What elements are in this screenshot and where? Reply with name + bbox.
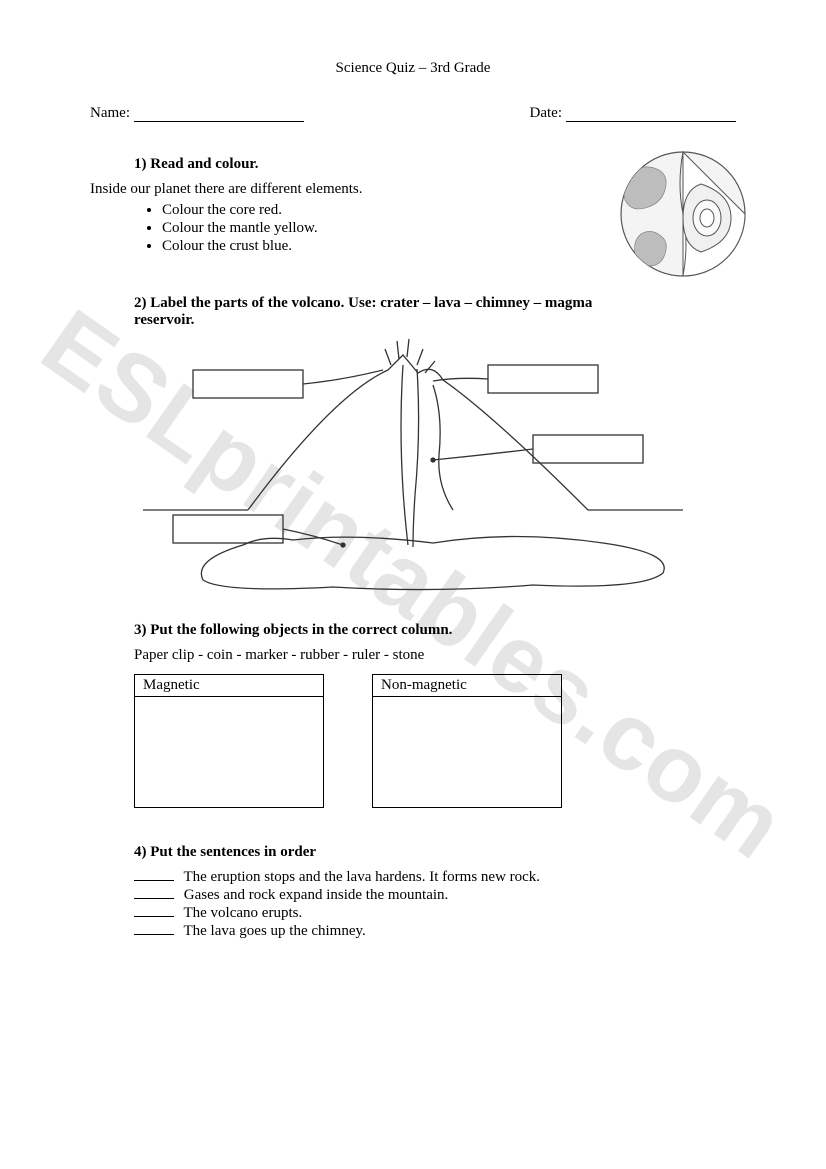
q3-heading: 3) Put the following objects in the corr… — [134, 622, 736, 639]
name-label: Name: — [90, 105, 130, 122]
order-blank[interactable] — [134, 905, 174, 917]
q4-text: The volcano erupts. — [183, 905, 302, 921]
magnetic-header: Magnetic — [135, 675, 323, 697]
q4-sentence: The lava goes up the chimney. — [134, 923, 736, 940]
worksheet-page: Science Quiz – 3rd Grade Name: Date: 1) … — [0, 0, 826, 981]
nonmagnetic-header: Non-magnetic — [373, 675, 561, 697]
date-label: Date: — [530, 105, 562, 122]
order-blank[interactable] — [134, 923, 174, 935]
nonmagnetic-table: Non-magnetic — [372, 674, 562, 808]
q4-text: The eruption stops and the lava hardens.… — [183, 869, 540, 885]
question-1: 1) Read and colour. Inside our planet th… — [90, 156, 736, 255]
q2-heading: 2) Label the parts of the volcano. Use: … — [134, 295, 644, 329]
order-blank[interactable] — [134, 869, 174, 881]
q4-text: The lava goes up the chimney. — [183, 923, 365, 939]
earth-cutaway-icon — [611, 144, 756, 284]
q4-sentence: The eruption stops and the lava hardens.… — [134, 869, 736, 886]
question-4: 4) Put the sentences in order The erupti… — [90, 844, 736, 940]
q4-heading: 4) Put the sentences in order — [134, 844, 736, 861]
magnetic-body[interactable] — [135, 697, 323, 807]
question-3: 3) Put the following objects in the corr… — [90, 622, 736, 808]
name-field: Name: — [90, 105, 304, 122]
q4-sentence: The volcano erupts. — [134, 905, 736, 922]
q3-tables: Magnetic Non-magnetic — [134, 674, 736, 808]
header-row: Name: Date: — [90, 105, 736, 122]
magnetic-table: Magnetic — [134, 674, 324, 808]
q4-text: Gases and rock expand inside the mountai… — [184, 887, 449, 903]
q4-sentence: Gases and rock expand inside the mountai… — [134, 887, 736, 904]
name-blank-line[interactable] — [134, 108, 304, 122]
volcano-diagram — [133, 335, 693, 595]
nonmagnetic-body[interactable] — [373, 697, 561, 807]
order-blank[interactable] — [134, 887, 174, 899]
q3-item-list: Paper clip - coin - marker - rubber - ru… — [134, 647, 736, 664]
question-2: 2) Label the parts of the volcano. Use: … — [90, 295, 736, 600]
page-title: Science Quiz – 3rd Grade — [90, 60, 736, 77]
date-field: Date: — [530, 105, 736, 122]
date-blank-line[interactable] — [566, 108, 736, 122]
